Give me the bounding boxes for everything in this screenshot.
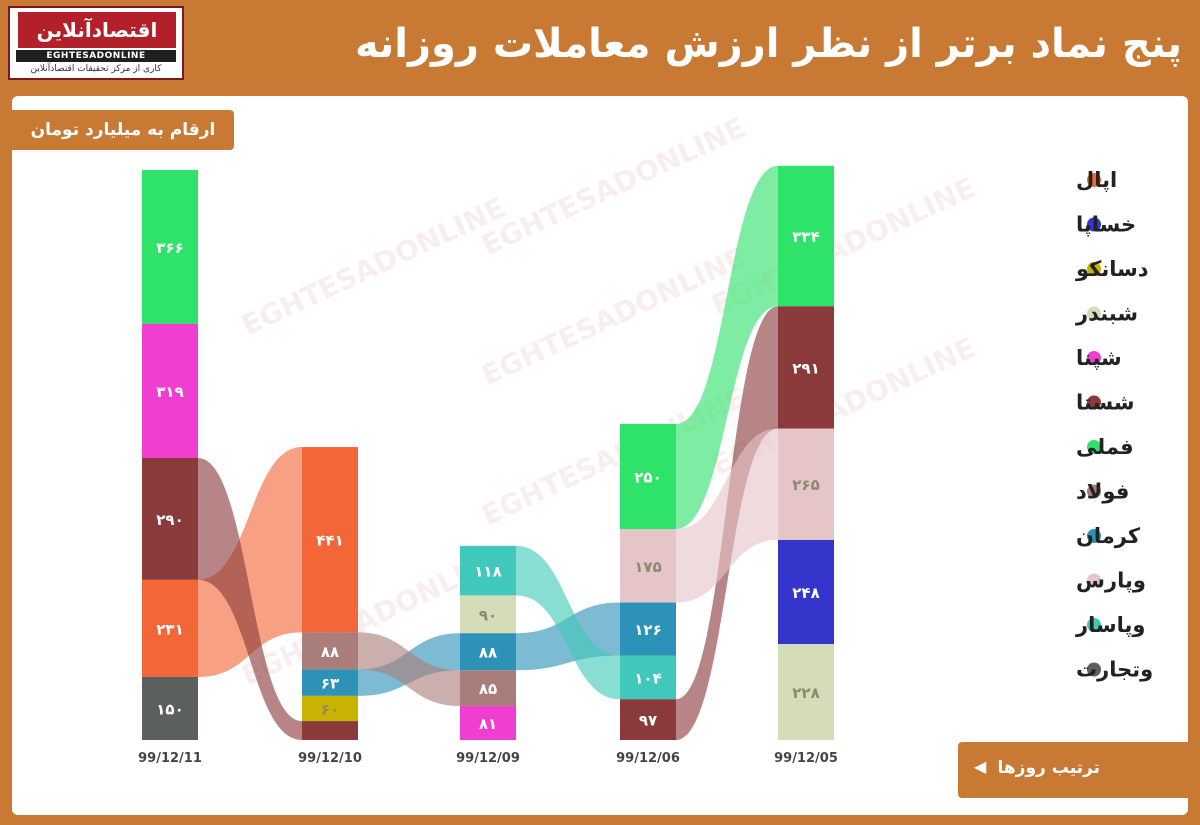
data-label: ۳۱۹ bbox=[156, 383, 183, 401]
unit-note: ارقام به میلیارد تومان bbox=[12, 110, 234, 150]
bar-segment bbox=[142, 579, 198, 677]
data-label: ۸۸ bbox=[479, 644, 497, 662]
play-arrow-icon: ◀ bbox=[974, 757, 987, 776]
flow-band bbox=[358, 632, 460, 706]
legend-entry: فولاد bbox=[1076, 480, 1129, 504]
bar-segment bbox=[302, 632, 358, 670]
data-label: ۳۶۶ bbox=[156, 239, 183, 257]
data-label: ۸۱ bbox=[479, 715, 497, 733]
page-title: پنج نماد برتر از نظر ارزش معاملات روزانه bbox=[354, 21, 1182, 67]
bar-segment bbox=[620, 529, 676, 603]
logo-mark: اقتصادآنلاین bbox=[18, 12, 176, 48]
legend-entry: کرمان bbox=[1076, 524, 1141, 548]
day-order-label: ترتیب روزها bbox=[997, 758, 1100, 778]
bar-segment bbox=[302, 447, 358, 633]
bar-segment bbox=[460, 705, 516, 740]
bar-segment bbox=[142, 457, 198, 580]
bar-segment bbox=[620, 602, 676, 656]
legend-swatch bbox=[1087, 662, 1101, 677]
data-label: ۸۵ bbox=[479, 680, 497, 698]
data-label: ۹۰ bbox=[479, 606, 497, 624]
data-label: ۳۳۴ bbox=[792, 228, 819, 246]
legend-swatch bbox=[1087, 173, 1101, 187]
bar-segment bbox=[460, 545, 516, 596]
logo: اقتصادآنلاین EGHTESADONLINE کاری از مرکز… bbox=[8, 6, 184, 80]
data-label: ۱۱۸ bbox=[474, 563, 501, 581]
bar-segment bbox=[460, 633, 516, 671]
flow-band bbox=[516, 545, 620, 700]
data-label: ۲۹۰ bbox=[156, 511, 183, 529]
legend-swatch bbox=[1087, 395, 1101, 410]
legend-entry: خساپا bbox=[1076, 213, 1136, 237]
data-label: ۱۷۵ bbox=[634, 558, 661, 576]
data-label: ۴۴۱ bbox=[316, 532, 343, 550]
data-label: ۲۳۱ bbox=[156, 620, 183, 638]
bar-segment bbox=[302, 721, 358, 740]
bar-segment bbox=[142, 323, 198, 458]
legend-entry: وپارس bbox=[1076, 569, 1146, 593]
bar-segment bbox=[620, 699, 676, 740]
legend-entry: وپاسار bbox=[1075, 613, 1145, 637]
tick-label: 99/12/05 bbox=[774, 751, 838, 766]
data-label: ۲۴۸ bbox=[792, 584, 819, 602]
flow-layer bbox=[198, 165, 778, 740]
bar-segment bbox=[620, 423, 676, 530]
data-label: ۲۲۸ bbox=[792, 684, 819, 702]
data-label: ۱۵۰ bbox=[156, 700, 183, 718]
bar-segment bbox=[142, 676, 198, 740]
legend-entry: دسانکو bbox=[1075, 257, 1149, 281]
data-label: ۲۹۱ bbox=[792, 359, 819, 377]
legend-swatch bbox=[1087, 529, 1101, 543]
bar-segment bbox=[778, 428, 834, 540]
bar-segment bbox=[460, 595, 516, 634]
legend-entry: اپال bbox=[1076, 168, 1117, 192]
legend-swatch bbox=[1087, 573, 1101, 588]
bar-segment bbox=[778, 539, 834, 645]
legend-entry: شپنا bbox=[1076, 346, 1122, 370]
bar-segment bbox=[302, 669, 358, 696]
flow-band bbox=[676, 165, 778, 530]
bar-segment bbox=[778, 306, 834, 429]
legend-swatch bbox=[1087, 262, 1101, 276]
bar-segment bbox=[620, 655, 676, 700]
legend-swatch bbox=[1087, 306, 1101, 321]
tick-label: 99/12/06 bbox=[616, 751, 680, 766]
data-label: ۲۶۵ bbox=[792, 476, 819, 494]
legend-entry: شبندر bbox=[1075, 302, 1138, 326]
data-label: ۱۲۶ bbox=[634, 621, 661, 639]
legend-entry: وتجارت bbox=[1076, 658, 1153, 682]
bar-segment bbox=[778, 644, 834, 740]
legend-swatch bbox=[1087, 351, 1101, 365]
chart-panel bbox=[12, 96, 1188, 815]
legend-swatch bbox=[1087, 484, 1101, 499]
flow-band bbox=[198, 447, 302, 677]
legend-entry: فملی bbox=[1076, 435, 1134, 459]
data-label: ۱۰۴ bbox=[634, 669, 661, 687]
data-label: ۶۳ bbox=[321, 675, 339, 693]
legend-swatch bbox=[1087, 217, 1101, 232]
bar-segment bbox=[302, 695, 358, 722]
data-label: ۲۵۰ bbox=[634, 468, 661, 486]
flow-band bbox=[676, 428, 778, 603]
bar-segment bbox=[142, 170, 198, 324]
legend-swatch bbox=[1087, 440, 1101, 454]
data-label: ۸۸ bbox=[321, 643, 339, 661]
logo-tagline: کاری از مرکز تحقیقات اقتصادآنلاین bbox=[30, 64, 162, 74]
flow-band bbox=[198, 457, 302, 740]
bar-segment bbox=[460, 670, 516, 706]
data-label: ۶۰ bbox=[321, 700, 339, 718]
tick-label: 99/12/09 bbox=[456, 751, 520, 766]
data-label: ۹۷ bbox=[639, 712, 657, 730]
legend-entry: شستا bbox=[1076, 391, 1134, 415]
bar-segment bbox=[778, 165, 834, 307]
day-order-note: ترتیب روزها ◀ bbox=[958, 742, 1188, 798]
tick-label: 99/12/11 bbox=[138, 751, 202, 766]
legend-swatch bbox=[1087, 618, 1101, 632]
logo-english-name: EGHTESADONLINE bbox=[16, 50, 176, 62]
tick-label: 99/12/10 bbox=[298, 751, 362, 766]
